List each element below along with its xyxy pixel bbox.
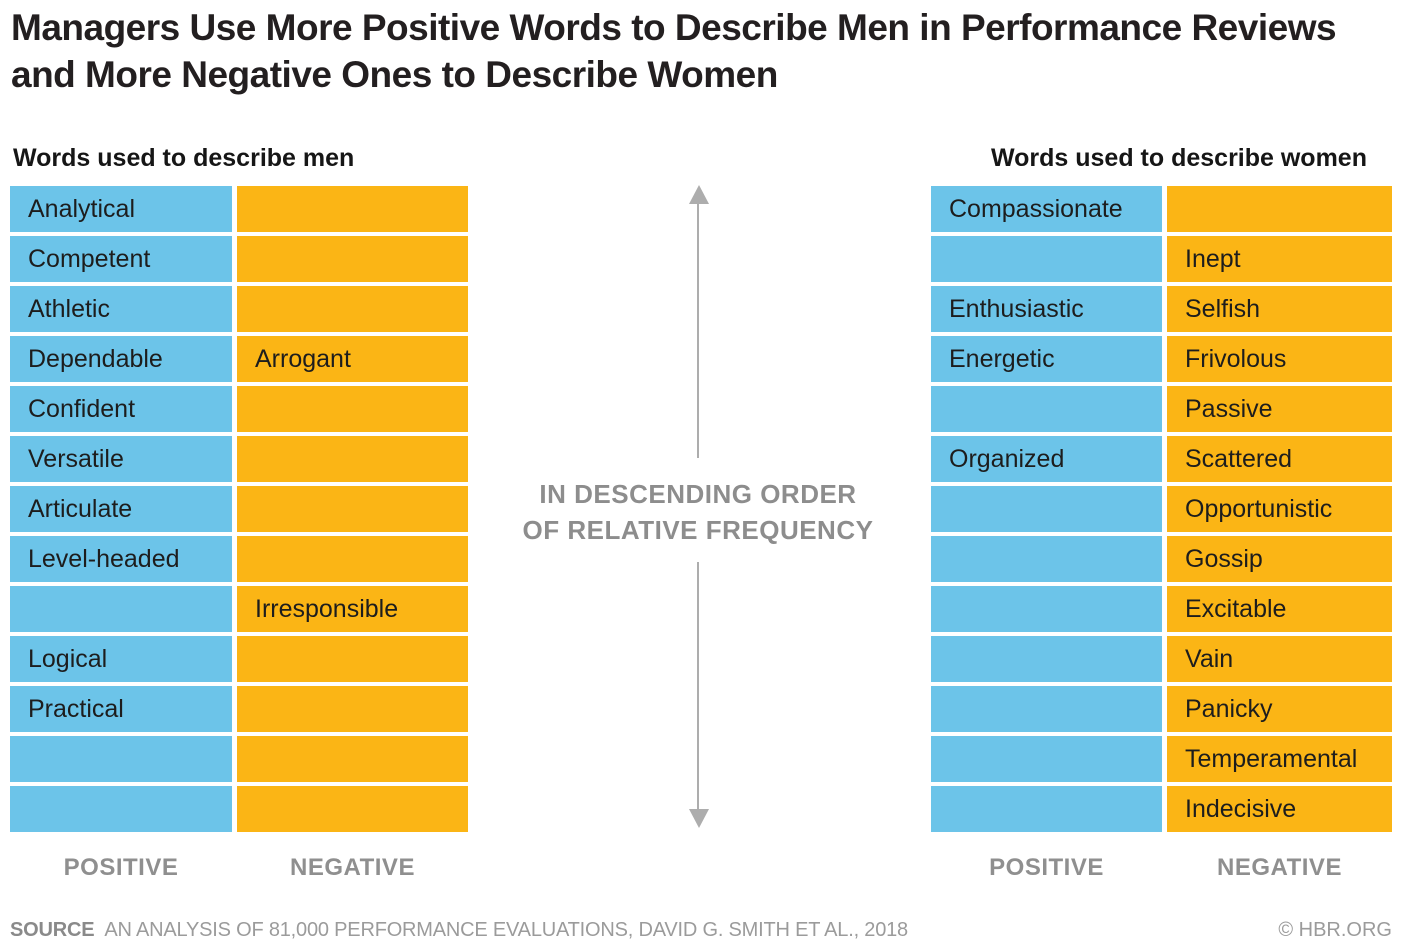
word-cell-positive [931, 686, 1162, 732]
table-row [10, 736, 468, 782]
table-row: Practical [10, 686, 468, 732]
table-row: Analytical [10, 186, 468, 232]
source-label: SOURCE [10, 919, 95, 941]
word-cell-negative: Vain [1167, 636, 1392, 682]
table-row: Competent [10, 236, 468, 282]
word-cell-negative [237, 386, 468, 432]
table-row: Irresponsible [10, 586, 468, 632]
word-cell-positive [931, 586, 1162, 632]
word-cell-positive: Level-headed [10, 536, 232, 582]
word-cell-positive [931, 786, 1162, 832]
word-cell-negative: Gossip [1167, 536, 1392, 582]
word-cell-negative: Excitable [1167, 586, 1392, 632]
arrow-up-icon [689, 185, 709, 204]
table-row: Enthusiastic Selfish [931, 286, 1392, 332]
hbr-credit: © HBR.ORG [1278, 919, 1392, 941]
word-cell-positive: Analytical [10, 186, 232, 232]
word-cell-negative [237, 286, 468, 332]
table-row: Passive [931, 386, 1392, 432]
word-cell-negative: Temperamental [1167, 736, 1392, 782]
table-row: Panicky [931, 686, 1392, 732]
frequency-order-note-line1: IN DESCENDING ORDER [539, 479, 857, 509]
frequency-order-note-line2: OF RELATIVE FREQUENCY [522, 515, 874, 545]
arrow-line-upper [697, 202, 699, 458]
table-row: Indecisive [931, 786, 1392, 832]
word-cell-negative [237, 636, 468, 682]
word-cell-negative [237, 236, 468, 282]
arrow-line-lower [697, 562, 699, 810]
word-cell-positive [931, 736, 1162, 782]
word-cell-positive: Articulate [10, 486, 232, 532]
word-cell-positive: Compassionate [931, 186, 1162, 232]
word-cell-negative: Scattered [1167, 436, 1392, 482]
word-cell-positive: Confident [10, 386, 232, 432]
word-cell-negative: Inept [1167, 236, 1392, 282]
word-cell-positive [10, 786, 232, 832]
word-cell-negative [237, 436, 468, 482]
table-row [10, 786, 468, 832]
word-cell-negative: Selfish [1167, 286, 1392, 332]
word-cell-negative: Passive [1167, 386, 1392, 432]
word-cell-negative [237, 736, 468, 782]
word-cell-positive [931, 486, 1162, 532]
word-cell-negative [237, 536, 468, 582]
table-row: Inept [931, 236, 1392, 282]
table-row: Versatile [10, 436, 468, 482]
table-row: Logical [10, 636, 468, 682]
table-row: Temperamental [931, 736, 1392, 782]
word-cell-negative: Arrogant [237, 336, 468, 382]
source-line: SOURCE AN ANALYSIS OF 81,000 PERFORMANCE … [10, 919, 908, 942]
word-cell-positive: Dependable [10, 336, 232, 382]
women-words-table: Compassionate Inept Enthusiastic Selfish Ene… [931, 186, 1392, 836]
table-row: Opportunistic [931, 486, 1392, 532]
word-cell-positive: Organized [931, 436, 1162, 482]
word-cell-negative [237, 786, 468, 832]
men-words-table: Analytical Competent Athletic Dependable Arr… [10, 186, 468, 836]
word-cell-positive: Athletic [10, 286, 232, 332]
word-cell-positive: Practical [10, 686, 232, 732]
men-positive-label: POSITIVE [63, 854, 179, 881]
women-negative-label: NEGATIVE [1217, 854, 1342, 881]
word-cell-negative: Frivolous [1167, 336, 1392, 382]
word-cell-positive [10, 586, 232, 632]
table-row: Organized Scattered [931, 436, 1392, 482]
word-cell-negative: Indecisive [1167, 786, 1392, 832]
word-cell-positive [931, 536, 1162, 582]
word-cell-positive: Logical [10, 636, 232, 682]
table-row: Athletic [10, 286, 468, 332]
source-text: AN ANALYSIS OF 81,000 PERFORMANCE EVALUA… [104, 919, 908, 941]
word-cell-positive [931, 636, 1162, 682]
table-row: Confident [10, 386, 468, 432]
table-row: Vain [931, 636, 1392, 682]
men-negative-label: NEGATIVE [290, 854, 415, 881]
frequency-order-note: IN DESCENDING ORDER OF RELATIVE FREQUENC… [478, 476, 918, 548]
word-cell-positive [10, 736, 232, 782]
table-row: Excitable [931, 586, 1392, 632]
table-row: Level-headed [10, 536, 468, 582]
table-row: Energetic Frivolous [931, 336, 1392, 382]
chart-title: Managers Use More Positive Words to Desc… [11, 7, 1337, 95]
word-cell-positive [931, 386, 1162, 432]
word-cell-negative: Irresponsible [237, 586, 468, 632]
word-cell-positive [931, 236, 1162, 282]
men-table-header: Words used to describe men [13, 144, 355, 172]
word-cell-positive: Competent [10, 236, 232, 282]
word-cell-negative [237, 486, 468, 532]
table-row: Compassionate [931, 186, 1392, 232]
word-cell-positive: Enthusiastic [931, 286, 1162, 332]
arrow-down-icon [689, 809, 709, 828]
word-cell-negative: Panicky [1167, 686, 1392, 732]
women-positive-label: POSITIVE [989, 854, 1104, 881]
table-row: Articulate [10, 486, 468, 532]
word-cell-negative [237, 686, 468, 732]
word-cell-positive: Versatile [10, 436, 232, 482]
table-row: Dependable Arrogant [10, 336, 468, 382]
word-cell-negative [237, 186, 468, 232]
word-cell-positive: Energetic [931, 336, 1162, 382]
women-table-header: Words used to describe women [990, 144, 1367, 172]
word-cell-negative [1167, 186, 1392, 232]
word-cell-negative: Opportunistic [1167, 486, 1392, 532]
table-row: Gossip [931, 536, 1392, 582]
